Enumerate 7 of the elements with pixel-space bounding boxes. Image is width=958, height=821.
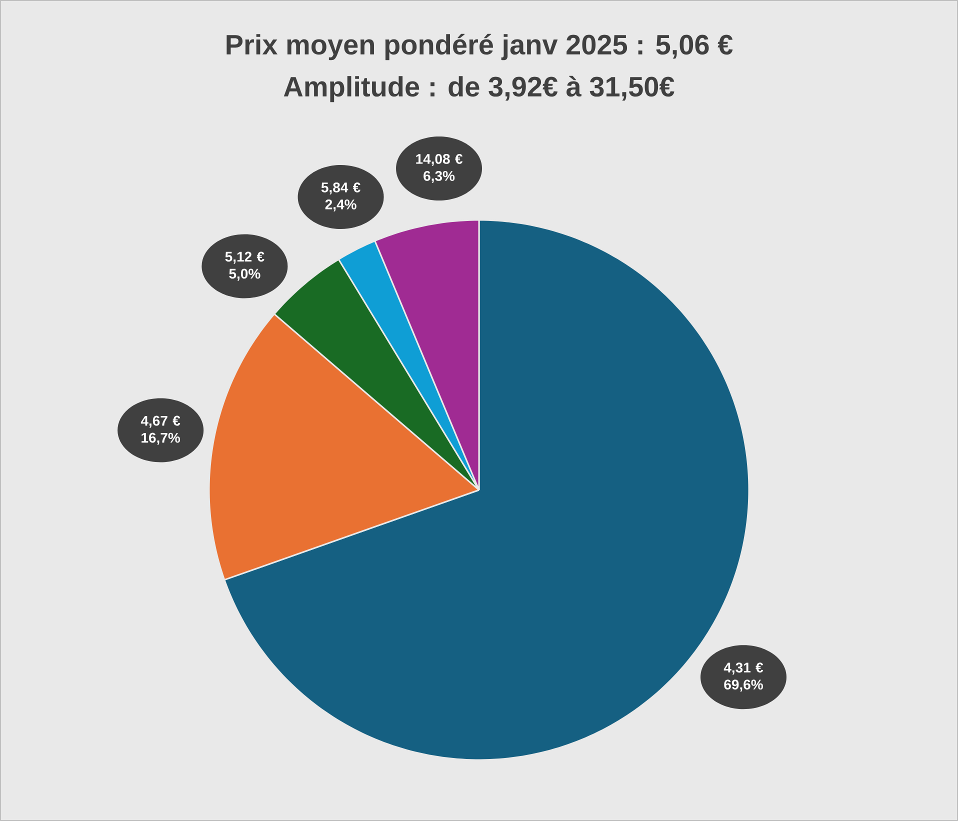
data-label: 4,31 € 69,6% [724,662,764,692]
data-label: 14,08 € 6,3% [416,154,463,183]
chart-subtitle: Amplitude : de 3,92€ à 31,50€ [284,76,674,102]
data-label: 5,12 € 5,0% [225,252,264,281]
data-label: 5,84 € 2,4% [321,182,360,212]
chart-title: Prix moyen pondéré janv 2025 : 5,06 € [226,34,733,60]
data-label: 4,67 € 16,7% [140,416,180,445]
